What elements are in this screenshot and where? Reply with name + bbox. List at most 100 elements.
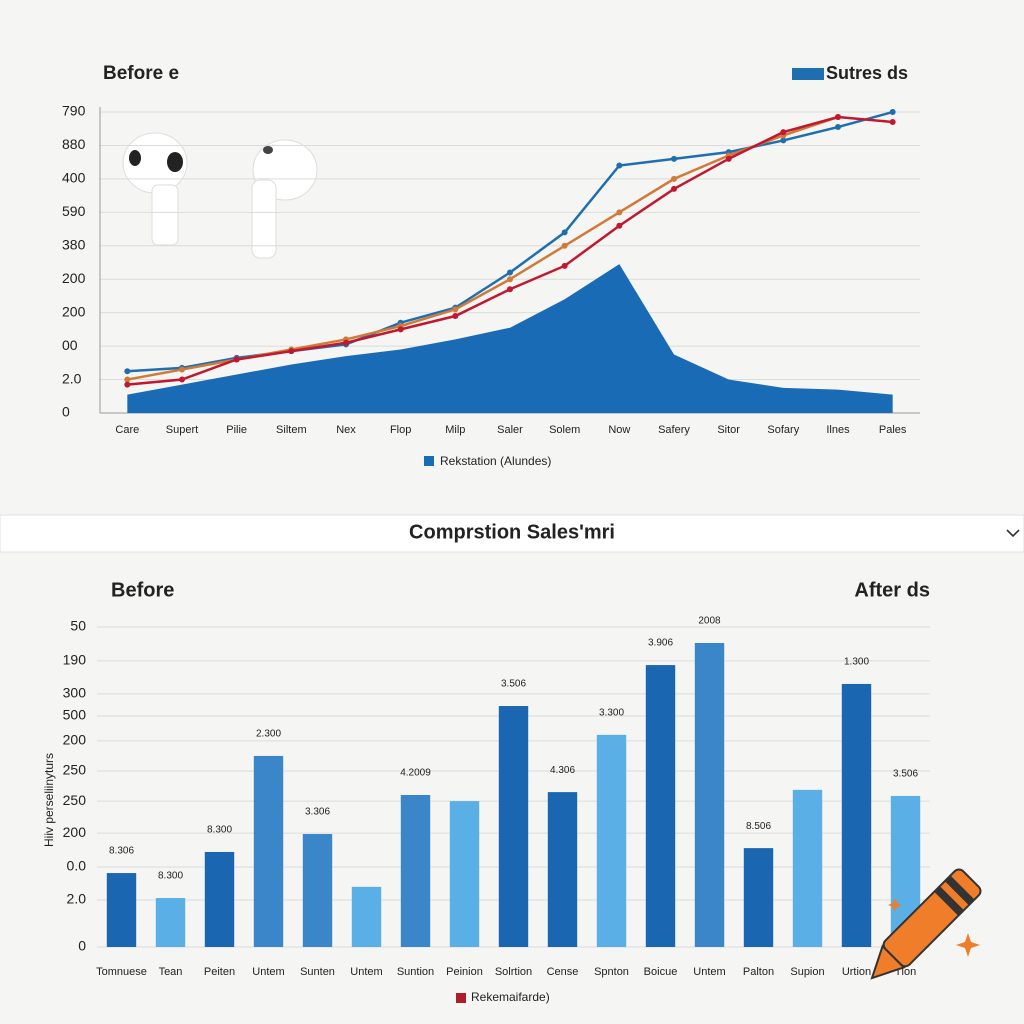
x-tick-label: Sitor	[717, 424, 740, 436]
bar	[302, 834, 333, 947]
x-tick-label: Solem	[549, 424, 580, 436]
x-tick-label: Flop	[390, 424, 411, 436]
bar	[743, 848, 774, 947]
point	[780, 137, 787, 144]
x-tick-label: Peiten	[204, 966, 235, 978]
y-tick-label: 0	[78, 938, 86, 954]
point	[397, 326, 404, 333]
y-tick-label: 250	[63, 792, 87, 808]
x-tick-label: Ilnes	[826, 424, 850, 436]
x-tick-label: Cense	[547, 966, 579, 978]
x-tick-label: Nex	[336, 424, 356, 436]
bar	[106, 873, 137, 947]
x-tick-label: Tean	[159, 966, 183, 978]
x-tick-label: Boicue	[644, 966, 678, 978]
bar-annotation: 8.306	[109, 846, 134, 857]
bar	[351, 886, 382, 947]
x-tick-label: Peinion	[446, 966, 483, 978]
point	[725, 155, 732, 162]
point	[780, 129, 787, 136]
bar	[155, 898, 186, 947]
point	[452, 313, 459, 320]
bar-annotation: 8.300	[207, 825, 232, 836]
y-tick-label: 2.0	[62, 370, 82, 386]
bar-annotation: 1.300	[844, 657, 869, 668]
y-tick-label: 880	[62, 136, 86, 152]
point	[835, 114, 841, 121]
legend-swatch	[424, 456, 434, 466]
bar	[449, 801, 480, 947]
bar	[253, 755, 284, 947]
bar-annotation: 3.300	[599, 707, 624, 718]
bar	[498, 706, 529, 947]
y-tick-label: 790	[62, 103, 86, 119]
chevron[interactable]	[1006, 529, 1020, 538]
chart-title: Before	[111, 579, 174, 601]
area	[127, 264, 893, 413]
point	[179, 366, 185, 373]
legend-label: Rekemaifarde)	[471, 990, 550, 1004]
point	[671, 155, 677, 162]
x-tick-label: Care	[115, 424, 139, 436]
bar	[694, 643, 725, 947]
y-tick-label: 190	[63, 652, 87, 668]
x-tick-label: Untem	[350, 966, 382, 978]
legend-label: Rekstation (Alundes)	[440, 454, 551, 468]
bar-annotation: 8.506	[746, 821, 771, 832]
x-tick-label: Supert	[166, 424, 198, 436]
chart-title: Before e	[103, 63, 179, 84]
x-tick-label: Palton	[743, 966, 774, 978]
bar	[204, 851, 235, 947]
bar	[792, 789, 823, 947]
x-tick-label: Urtion	[842, 966, 871, 978]
crayon-decoration	[870, 868, 982, 980]
point	[507, 276, 513, 283]
bar	[596, 734, 627, 947]
legend-swatch	[456, 993, 466, 1003]
bar-annotation: 3.306	[305, 807, 330, 818]
bar	[547, 792, 578, 947]
section-title: Comprstion Sales'mri	[409, 521, 615, 543]
point	[124, 381, 131, 388]
y-tick-label: 200	[62, 270, 86, 286]
x-tick-label: Untem	[693, 966, 725, 978]
point	[889, 119, 896, 126]
point	[452, 306, 459, 313]
point	[616, 209, 623, 216]
point	[124, 376, 131, 383]
x-tick-label: Pales	[879, 424, 907, 436]
bar-annotation: 4.2009	[400, 768, 431, 779]
bar-annotation: 4.306	[550, 765, 575, 776]
x-tick-label: Spnton	[594, 966, 629, 978]
chart-subtitle: After ds	[854, 579, 930, 601]
x-tick-label: Siltem	[276, 424, 307, 436]
x-tick-label: Milp	[445, 424, 465, 436]
bar-annotation: 3.506	[893, 769, 918, 780]
bar	[645, 665, 676, 947]
point	[179, 376, 185, 383]
legend-swatch	[792, 68, 824, 80]
y-tick-label: 300	[63, 685, 87, 701]
x-tick-label: Pilie	[226, 424, 247, 436]
point	[835, 124, 841, 131]
bar	[400, 795, 431, 947]
bar	[841, 683, 872, 947]
point	[889, 109, 896, 115]
point	[561, 242, 568, 249]
x-tick-label: Supion	[790, 966, 824, 978]
y-tick-label: 0	[62, 404, 70, 420]
x-tick-label: Safery	[658, 424, 690, 436]
earbud-image	[122, 132, 318, 259]
point	[616, 222, 623, 229]
legend-label: Sutres ds	[826, 63, 908, 83]
point	[507, 286, 513, 293]
bar-annotation: 3.506	[501, 679, 526, 690]
point	[507, 269, 513, 276]
x-tick-label: Suntion	[397, 966, 434, 978]
y-tick-label: 380	[62, 236, 86, 252]
point	[561, 262, 568, 269]
point	[671, 175, 677, 182]
y-tick-label: 400	[62, 170, 86, 186]
bar-annotation: 2008	[698, 616, 721, 627]
